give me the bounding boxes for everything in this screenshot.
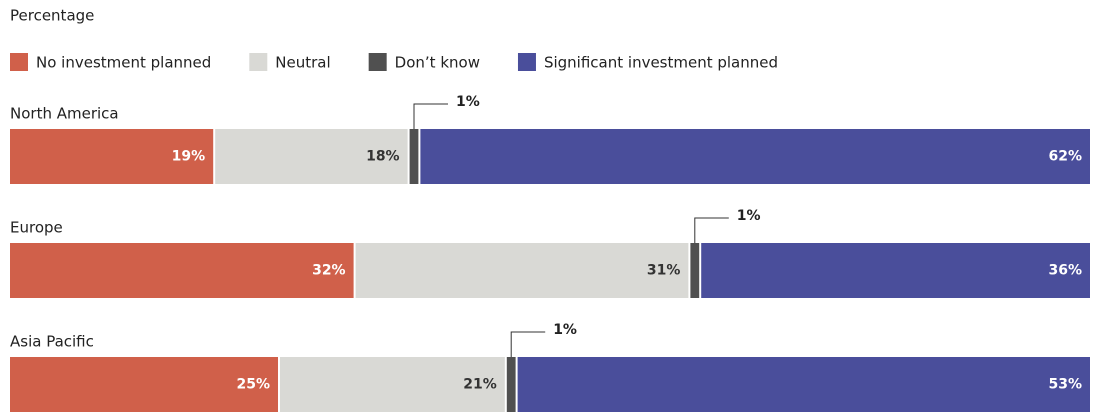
bar-segment [701,243,1090,298]
callout-line [694,217,729,243]
bar-segment [420,129,1090,184]
bar-segment [280,357,505,412]
legend-label: Significant investment planned [544,54,778,72]
legend-label: Don’t know [395,54,480,72]
bar-segment [506,357,516,412]
category-label: Asia Pacific [10,333,94,351]
category-label: North America [10,105,119,123]
bar-segment [10,129,214,184]
callout-line [413,103,448,129]
legend-swatch [368,53,387,71]
bar-segment [690,243,700,298]
value-label: 19% [172,149,206,165]
legend-swatch [10,53,28,71]
value-label: 32% [312,263,346,279]
bar-segment [10,357,278,412]
bar-segment [215,129,408,184]
value-label: 1% [456,94,480,110]
value-label: 25% [236,377,270,393]
bar-segment [409,129,419,184]
callout-line [510,331,546,357]
bar-segment [355,243,689,298]
bar-segment [10,243,354,298]
chart-subtitle: Percentage [10,7,94,25]
value-label: 1% [737,208,761,224]
category-label: Europe [10,219,63,237]
legend-label: Neutral [275,54,330,72]
legend-label: No investment planned [36,54,211,72]
value-label: 18% [366,149,400,165]
value-label: 21% [463,377,497,393]
value-label: 1% [553,322,577,338]
legend-swatch [249,53,268,71]
value-label: 31% [647,263,681,279]
bar-segment [517,357,1090,412]
value-label: 36% [1048,263,1082,279]
value-label: 62% [1048,149,1082,165]
legend-swatch [517,53,536,71]
value-label: 53% [1048,377,1082,393]
